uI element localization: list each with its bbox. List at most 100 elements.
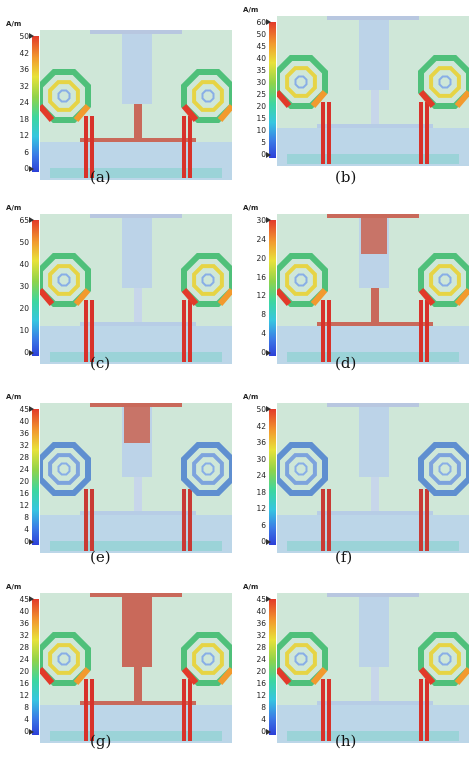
scale-tick-label: 30: [19, 282, 29, 291]
split-ring-left: [274, 442, 328, 496]
subfigure-caption: (a): [90, 168, 111, 186]
color-scale-bar: [269, 22, 276, 158]
scale-tick-label: 10: [19, 326, 29, 335]
subfigure-caption: (d): [335, 354, 357, 372]
subfigure-caption: (h): [335, 732, 357, 750]
feed-strip: [321, 679, 325, 741]
scale-tick-label: 0: [24, 164, 29, 173]
scale-tick-label: 24: [19, 655, 29, 664]
feed-strip: [188, 300, 192, 362]
scale-tick-label: 36: [19, 619, 29, 628]
unit-label: A/m: [6, 20, 22, 28]
unit-label: A/m: [6, 393, 22, 401]
feed-strip: [327, 489, 331, 551]
scale-marker-icon: [29, 596, 34, 602]
feed-strip: [84, 489, 88, 551]
feed-strip: [182, 489, 186, 551]
scale-tick-label: 0: [261, 150, 266, 159]
feed-strip: [84, 116, 88, 178]
split-ring-right: [181, 632, 235, 686]
feed-strip: [419, 102, 423, 164]
scale-tick-label: 8: [261, 703, 266, 712]
scale-tick-label: 45: [19, 595, 29, 604]
scale-tick-label: 42: [256, 421, 266, 431]
color-scale-bar: [269, 409, 276, 545]
scale-tick-label: 0: [261, 727, 266, 736]
color-scale: 45 40 36 32 28 24 20 16 12 8 4 0: [4, 595, 39, 736]
subfigure-panel: A/m 50 42 36 32 24 18 12 6 0 (a): [2, 20, 235, 210]
subfigure-panel: A/m 60 50 45 40 35 30 25 20 15 10 5 0 (b): [239, 6, 471, 196]
stem-neck: [371, 90, 379, 128]
scale-tick-label: 32: [19, 81, 29, 91]
split-ring-right: [418, 632, 471, 686]
feed-strip: [182, 679, 186, 741]
subfigure-caption: (c): [90, 354, 111, 372]
scale-tick-label: 32: [256, 631, 266, 640]
color-scale: 50 42 36 32 24 18 12 6 0: [4, 33, 39, 173]
scale-tick-label: 32: [19, 441, 29, 450]
stem-neck: [134, 667, 142, 705]
subfigure-panel: A/m 45 40 36 32 28 24 20 16 12 8 4 0 (g): [2, 583, 235, 773]
unit-label: A/m: [6, 204, 22, 212]
scale-tick-label: 16: [19, 679, 29, 688]
color-scale-bar: [32, 36, 39, 172]
feed-line: [90, 214, 182, 218]
scale-tick-label: 10: [256, 126, 266, 135]
scale-marker-icon: [266, 406, 271, 412]
scale-tick-label: 5: [261, 138, 266, 147]
scale-marker-icon: [29, 217, 34, 223]
scale-tick-label: 4: [24, 715, 29, 724]
scale-tick-label: 20: [19, 477, 29, 486]
feed-strip: [84, 679, 88, 741]
scale-tick-label: 40: [19, 607, 29, 616]
unit-label: A/m: [243, 204, 259, 212]
scale-marker-icon: [266, 19, 271, 25]
feed-strip: [327, 300, 331, 362]
scale-marker-icon: [29, 350, 34, 356]
split-ring-right: [418, 253, 471, 307]
feed-line: [90, 403, 182, 407]
feed-strip: [419, 489, 423, 551]
scale-tick-label: 50: [256, 30, 266, 39]
current-distribution-plot: [37, 593, 235, 743]
feed-stem: [122, 218, 152, 288]
scale-tick-label: 32: [19, 631, 29, 640]
scale-tick-label: 36: [19, 65, 29, 74]
split-ring-left: [274, 253, 328, 307]
subfigure-panel: A/m 65 50 40 30 20 10 0 (c): [2, 204, 235, 394]
color-scale: 60 50 45 40 35 30 25 20 15 10 5 0: [241, 19, 276, 159]
color-scale-bar: [269, 220, 276, 356]
scale-tick-label: 20: [19, 304, 29, 313]
scale-tick-label: 40: [19, 417, 29, 426]
scale-tick-label: 40: [256, 54, 266, 63]
subfigure-panel: A/m 30 24 20 16 12 8 4 0 (d): [239, 204, 471, 394]
color-scale: 45 40 36 32 28 24 20 16 12 8 4 0: [4, 406, 39, 546]
scale-tick-label: 15: [256, 114, 266, 123]
feed-strip: [321, 102, 325, 164]
feed-strip: [327, 102, 331, 164]
scale-tick-label: 65: [19, 216, 29, 225]
feed-line: [327, 16, 419, 20]
scale-marker-icon: [266, 152, 271, 158]
scale-tick-label: 0: [261, 537, 266, 546]
unit-label: A/m: [6, 583, 22, 591]
split-ring-right: [181, 253, 235, 307]
scale-tick-label: 35: [256, 66, 266, 75]
feed-strip: [425, 102, 429, 164]
scale-tick-label: 40: [256, 607, 266, 616]
feed-strip: [425, 489, 429, 551]
current-distribution-plot: [37, 403, 235, 553]
scale-tick-label: 24: [256, 655, 266, 664]
current-distribution-plot: [274, 593, 471, 743]
color-scale-bar: [32, 409, 39, 545]
feed-stem: [359, 407, 389, 477]
subfigure-panel: A/m 45 40 36 32 28 24 20 16 12 8 4 0 (h): [239, 583, 471, 773]
scale-tick-label: 0: [24, 727, 29, 736]
scale-tick-label: 16: [256, 272, 266, 282]
scale-marker-icon: [266, 539, 271, 545]
color-scale: 45 40 36 32 28 24 20 16 12 8 4 0: [241, 596, 276, 736]
feed-line: [327, 403, 419, 407]
stem-neck: [371, 667, 379, 705]
scale-tick-label: 42: [19, 48, 29, 58]
feed-strip: [90, 300, 94, 362]
